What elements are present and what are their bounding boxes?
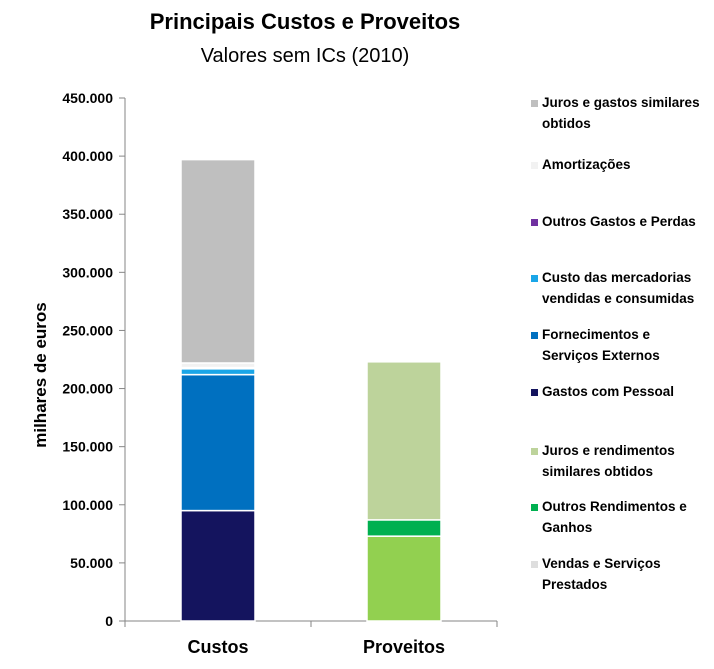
y-tick-label: 450.000: [62, 90, 113, 106]
legend-label: vendidas e consumidas: [542, 291, 694, 306]
bar-segment: [180, 158, 256, 364]
legend-label: Ganhos: [542, 520, 592, 535]
legend-swatch: [531, 332, 538, 339]
bars: [180, 158, 442, 622]
legend: Juros e gastos similares obtidos Amortizaç…: [531, 95, 700, 592]
x-category-label: Custos: [187, 637, 248, 657]
legend-label: Outros Rendimentos e: [542, 499, 687, 514]
bar-segment: [366, 361, 442, 521]
y-tick-label: 50.000: [70, 555, 113, 571]
legend-swatch: [531, 389, 538, 396]
legend-label: similares obtidos: [542, 464, 653, 479]
legend-label: Gastos com Pessoal: [542, 384, 674, 399]
legend-swatch: [531, 448, 538, 455]
legend-label: Juros e gastos similares: [542, 95, 700, 110]
y-tick-label: 100.000: [62, 497, 113, 513]
y-tick-label: 300.000: [62, 264, 113, 280]
bar-segment: [180, 373, 256, 512]
y-tick-label: 0: [105, 613, 113, 629]
legend-swatch: [531, 219, 538, 226]
legend-label: Vendas e Serviços: [542, 556, 661, 571]
y-axis-label: milhares de euros: [31, 302, 50, 448]
y-tick-label: 350.000: [62, 206, 113, 222]
legend-label: obtidos: [542, 116, 591, 131]
legend-label: Prestados: [542, 577, 607, 592]
legend-label: Juros e rendimentos: [542, 443, 675, 458]
legend-swatch: [531, 275, 538, 282]
legend-swatch: [531, 162, 538, 169]
y-tick-label: 200.000: [62, 381, 113, 397]
legend-label: Custo das mercadorias: [542, 270, 691, 285]
chart-subtitle: Valores sem ICs (2010): [201, 45, 410, 67]
bar-segment: [366, 535, 442, 622]
bar-segment: [180, 509, 256, 622]
y-tick-label: 400.000: [62, 148, 113, 164]
legend-label: Fornecimentos e: [542, 327, 651, 342]
legend-swatch: [531, 504, 538, 511]
axes: 0 50.000 100.000 150.000 200.000 250.000 300.0…: [62, 90, 498, 657]
y-tick-label: 150.000: [62, 439, 113, 455]
chart-title: Principais Custos e Proveitos: [150, 9, 461, 34]
legend-label: Outros Gastos e Perdas: [542, 214, 696, 229]
y-tick-label: 250.000: [62, 322, 113, 338]
legend-swatch: [531, 100, 538, 107]
bar-segment: [366, 519, 442, 537]
legend-swatch: [531, 561, 538, 568]
legend-label: Serviços Externos: [542, 348, 660, 363]
x-category-label: Proveitos: [363, 637, 445, 657]
legend-label: Amortizações: [542, 157, 631, 172]
bar-segment: [180, 368, 256, 376]
